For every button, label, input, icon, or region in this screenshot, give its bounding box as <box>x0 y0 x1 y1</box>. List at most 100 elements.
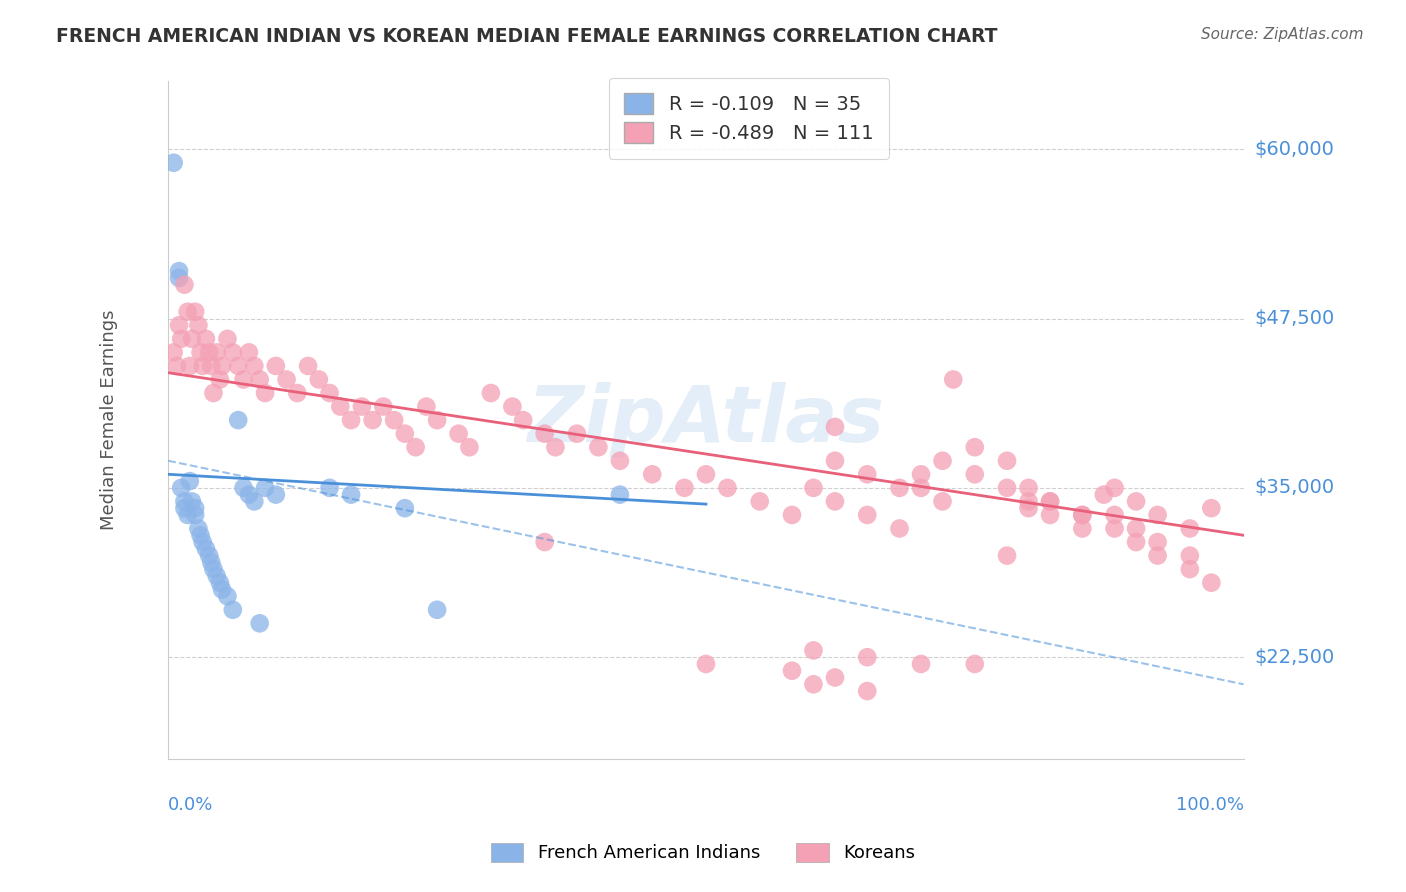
Point <box>176 508 198 522</box>
Point <box>318 386 340 401</box>
Point <box>1146 549 1168 563</box>
Text: FRENCH AMERICAN INDIAN VS KOREAN MEDIAN FEMALE EARNINGS CORRELATION CHART: FRENCH AMERICAN INDIAN VS KOREAN MEDIAN … <box>56 27 998 45</box>
Point <box>394 501 416 516</box>
Point <box>285 386 308 401</box>
Point <box>264 359 287 373</box>
Text: Source: ZipAtlas.com: Source: ZipAtlas.com <box>1201 27 1364 42</box>
Point <box>226 413 249 427</box>
Point <box>415 400 437 414</box>
Point <box>889 521 911 535</box>
Point <box>1018 481 1040 495</box>
Point <box>205 345 228 359</box>
Point <box>1178 562 1201 576</box>
Point <box>184 501 207 516</box>
Point <box>931 494 953 508</box>
Point <box>910 481 932 495</box>
Point <box>533 535 555 549</box>
Point <box>181 494 204 508</box>
Point <box>217 589 239 603</box>
Point <box>405 440 427 454</box>
Point <box>458 440 481 454</box>
Point <box>1201 575 1223 590</box>
Point <box>173 277 195 292</box>
Point <box>276 372 298 386</box>
Point <box>170 481 193 495</box>
Point <box>501 400 523 414</box>
Point <box>512 413 534 427</box>
Point <box>217 332 239 346</box>
Point <box>163 155 186 169</box>
Point <box>211 582 233 597</box>
Point <box>856 684 879 698</box>
Point <box>232 481 254 495</box>
Point <box>1071 508 1094 522</box>
Point <box>673 481 696 495</box>
Text: $22,500: $22,500 <box>1254 648 1334 666</box>
Point <box>856 650 879 665</box>
Point <box>803 677 825 691</box>
Point <box>297 359 319 373</box>
Point <box>426 603 449 617</box>
Point <box>194 332 217 346</box>
Point <box>187 318 209 333</box>
Point <box>533 426 555 441</box>
Point <box>565 426 588 441</box>
Point <box>963 440 986 454</box>
Point <box>824 494 846 508</box>
Point <box>1146 535 1168 549</box>
Point <box>1146 508 1168 522</box>
Point <box>318 481 340 495</box>
Point <box>1104 521 1126 535</box>
Point <box>200 359 222 373</box>
Point <box>1104 481 1126 495</box>
Point <box>479 386 502 401</box>
Point <box>179 474 201 488</box>
Point <box>609 454 631 468</box>
Point <box>190 345 212 359</box>
Point <box>824 420 846 434</box>
Point <box>1125 521 1147 535</box>
Point <box>426 413 449 427</box>
Point <box>194 541 217 556</box>
Point <box>202 562 225 576</box>
Point <box>200 555 222 569</box>
Point <box>1201 501 1223 516</box>
Point <box>1039 494 1062 508</box>
Point <box>544 440 567 454</box>
Point <box>222 603 245 617</box>
Point <box>173 501 195 516</box>
Point <box>170 332 193 346</box>
Legend: R = -0.109   N = 35, R = -0.489   N = 111: R = -0.109 N = 35, R = -0.489 N = 111 <box>609 78 889 159</box>
Point <box>995 549 1018 563</box>
Point <box>803 643 825 657</box>
Point <box>187 521 209 535</box>
Point <box>254 481 277 495</box>
Point <box>208 575 231 590</box>
Point <box>350 400 373 414</box>
Point <box>1071 508 1094 522</box>
Text: 0.0%: 0.0% <box>169 796 214 814</box>
Point <box>222 345 245 359</box>
Point <box>173 494 195 508</box>
Point <box>856 508 879 522</box>
Point <box>963 467 986 482</box>
Point <box>179 359 201 373</box>
Point <box>167 264 190 278</box>
Point <box>208 372 231 386</box>
Point <box>931 454 953 468</box>
Point <box>198 345 221 359</box>
Point <box>361 413 384 427</box>
Point <box>184 304 207 318</box>
Point <box>910 467 932 482</box>
Point <box>995 454 1018 468</box>
Text: 100.0%: 100.0% <box>1175 796 1244 814</box>
Text: ZipAtlas: ZipAtlas <box>527 382 884 458</box>
Point <box>910 657 932 671</box>
Point <box>1178 521 1201 535</box>
Point <box>166 359 188 373</box>
Point <box>1071 521 1094 535</box>
Point <box>226 359 249 373</box>
Point <box>716 481 738 495</box>
Point <box>1104 508 1126 522</box>
Point <box>340 488 363 502</box>
